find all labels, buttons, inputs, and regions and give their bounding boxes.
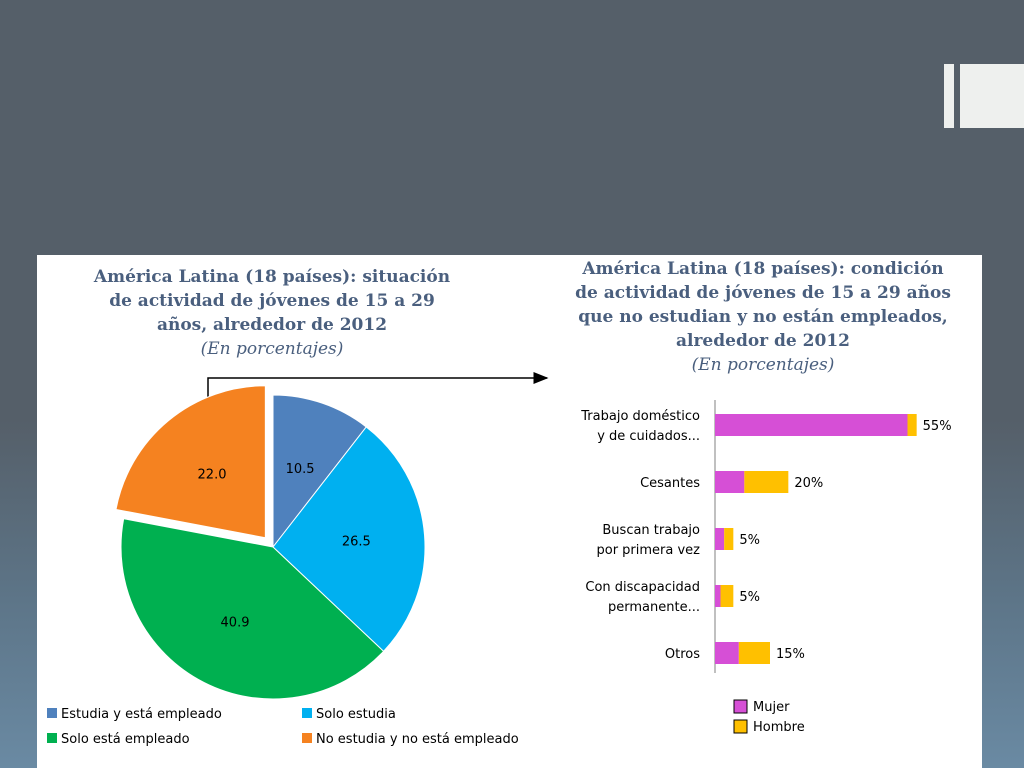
legend-label-mujer: Mujer [753,700,790,715]
bar-segment-hombre [724,528,734,550]
pie-title-text: América Latina (18 países): situación de… [93,267,451,335]
decorative-bar-thin [944,64,954,128]
chart-panel: América Latina (18 países): situación de… [37,255,982,768]
bar-total-label: 5% [739,590,760,605]
bar-category-label: por primera vez [596,543,700,558]
pie-slice-solo-estudia [272,426,426,653]
bar-segment-mujer [715,414,908,436]
legend-label-hombre: Hombre [753,720,805,735]
legend-label-solo-esta-empleado: Solo está empleado [61,732,190,747]
bar-segment-hombre [738,642,770,664]
pie-data-label: 40.9 [221,615,250,630]
legend-label-no-estudia-y-no-esta-empleado: No estudia y no está empleado [316,732,519,747]
bar-segment-hombre [720,585,734,607]
bar-category-label: Trabajo doméstico [580,409,700,424]
pie-data-label: 26.5 [342,535,371,550]
bar-category-label: permanente... [608,600,700,615]
decorative-bar-wide [960,64,1024,128]
bar-title-text: América Latina (18 países): condición de… [575,259,951,351]
bar-segment-mujer [715,528,725,550]
bar-segment-mujer [715,642,739,664]
bar-total-label: 5% [739,533,760,548]
bar-segment-mujer [715,585,721,607]
bar-segment-mujer [715,471,745,493]
pie-slice-no-estudia-y-no-esta-empleado [115,385,266,539]
legend-label-estudia-y-esta-empleado: Estudia y está empleado [61,707,222,722]
bar-total-label: 20% [794,476,823,491]
charts-svg: 10.5 26.5 40.9 22.0 Estudia y está empleado… [47,372,952,747]
bar-subtitle: (En porcentajes) [691,355,835,375]
bar-category-label: Otros [665,647,700,662]
bar-category-label: Cesantes [640,476,700,491]
pie-data-label: 10.5 [286,462,315,477]
bar-category-label: Con discapacidad [585,580,700,595]
bar-total-label: 15% [776,647,805,662]
bar-chart-title: América Latina (18 países): condición de… [573,257,953,377]
pie-chart-title: América Latina (18 países): situación de… [87,265,457,361]
legend-swatch-solo-estudia [302,708,312,718]
legend-label-solo-estudia: Solo estudia [316,707,396,722]
pie-data-label: 22.0 [198,467,227,482]
legend-swatch-mujer [733,699,748,714]
pie-subtitle: (En porcentajes) [200,339,344,359]
bar-segment-hombre [907,414,917,436]
legend-swatch-no-estudia-y-no-esta-empleado [302,733,312,743]
bar-segment-hombre [744,471,789,493]
legend-swatch-solo-esta-empleado [47,733,57,743]
bar-total-label: 55% [923,419,952,434]
bar-category-label: y de cuidados... [597,429,700,444]
legend-swatch-estudia-y-esta-empleado [47,708,57,718]
pie-slice-solo-esta-empleado [120,518,385,700]
pie-slice-estudia-y-esta-empleado [272,394,367,549]
bar-category-label: Buscan trabajo [602,523,700,538]
legend-swatch-hombre [733,719,748,734]
